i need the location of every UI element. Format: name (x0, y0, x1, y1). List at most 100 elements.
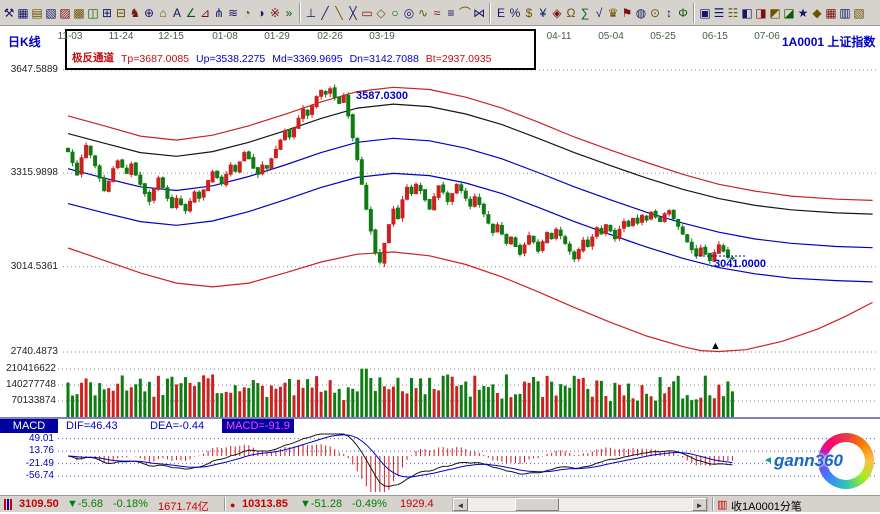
macd-dea-value: DEA=-0.44 (150, 420, 205, 432)
scroll-right-button[interactable]: ► (692, 498, 707, 511)
channel-indicator-params: Tp=3687.0085 Up=3538.2275 Md=3369.9695 Dn=3… (121, 53, 491, 65)
toolbar-group-4: ▣ ☰ ☷ ◧ ◨ ◩ ◪ ★ ◆ ▦ ▥ ▧ (698, 3, 866, 23)
period-label[interactable]: 日K线 (8, 35, 41, 49)
crown-indicator-icon[interactable]: ♛ (607, 5, 619, 20)
peak-price-annotation: 3587.0300 (356, 90, 408, 102)
last-view-icon[interactable]: ▧ (853, 5, 865, 20)
half-right-icon[interactable]: ◨ (755, 5, 767, 20)
updown-indicator-icon[interactable]: ↕ (666, 5, 672, 20)
half-left-icon[interactable]: ◧ (741, 5, 753, 20)
add-window-icon[interactable]: ⊞ (101, 5, 113, 20)
area-chart-icon[interactable]: ▧ (45, 5, 57, 20)
approx-tool-icon[interactable]: ≈ (433, 5, 441, 20)
axis-label: 70133874 (11, 395, 57, 407)
axis-label: 13.76 (28, 445, 54, 457)
panel-view-icon[interactable]: ▣ (699, 5, 711, 20)
sum-indicator-icon[interactable]: ∑ (580, 5, 590, 20)
gem-indicator-icon[interactable]: ◈ (552, 5, 562, 20)
scroll-left-button[interactable]: ◄ (453, 498, 468, 511)
sh-index-amount: 1671.74亿 (158, 501, 209, 513)
sz-index-icon: ● (230, 500, 236, 510)
chart-canvas[interactable] (0, 0, 880, 495)
trigram-heaven-icon[interactable]: ☰ (713, 5, 725, 20)
circle-marker-tool-icon[interactable]: ◎ (403, 5, 415, 20)
diamond-view-icon[interactable]: ◆ (812, 5, 822, 20)
dark-horse-icon[interactable]: ♞ (129, 5, 141, 20)
index-kline-icon (4, 499, 14, 510)
book-view-icon[interactable]: ▥ (839, 5, 851, 20)
vertical-line-tool-icon[interactable]: ⊥ (305, 5, 317, 20)
sine-tool-icon[interactable]: ∿ (417, 5, 429, 20)
arc-tool-icon[interactable]: ⌒ (458, 5, 471, 20)
hammer-tool-icon[interactable]: ⚒ (3, 5, 15, 20)
target-tool-icon[interactable]: ⊕ (143, 5, 155, 20)
close-window-icon[interactable]: ⊟ (115, 5, 127, 20)
channel-param: Dn=3142.7088 (349, 53, 419, 65)
date-label: 01-08 (212, 31, 238, 42)
phi-indicator-icon[interactable]: Φ (678, 5, 688, 20)
yen-indicator-icon[interactable]: ¥ (539, 5, 547, 20)
scrollbar-thumb[interactable] (515, 498, 559, 511)
date-label: 11-03 (57, 31, 83, 42)
wave-tool-icon[interactable]: ≋ (227, 5, 239, 20)
logo-arrow-icon: ◄ (763, 455, 773, 466)
ellipse-tool-icon[interactable]: ○ (391, 5, 399, 20)
triangle-tool-icon[interactable]: ⊿ (199, 5, 211, 20)
candle-chart-icon[interactable]: ▩ (73, 5, 85, 20)
toolbar-separator (693, 2, 695, 23)
moon-tool-icon[interactable]: ◑ (257, 5, 265, 20)
date-label: 07-06 (754, 31, 780, 42)
gann360-logo: ◄ gann360 (763, 430, 878, 492)
star-tool-icon[interactable]: ※ (269, 5, 281, 20)
date-label: 11-24 (108, 31, 134, 42)
drawing-toolbar: ⚒ ▦ ▤ ▧ ▨ ▩ ◫ ⊞ ⊟ ♞ ⊕ ⌂ A ∠ ⊿ ⋔ ≋ ◔ ◑ ※» ⊥ ╱ ╲ ╳ ▭ ◇ ○ ◎ ∿ ≈ ≡ ⌒ ⋈ E% $ ¥ ◈ Ω… (0, 0, 880, 26)
toolbar-group-1: ⚒ ▦ ▤ ▧ ▨ ▩ ◫ ⊞ ⊟ ♞ ⊕ ⌂ A ∠ ⊿ ⋔ ≋ ◔ ◑ ※ » (2, 3, 296, 23)
cycle-tool-icon[interactable]: ◔ (243, 5, 251, 20)
half-top-icon[interactable]: ◩ (769, 5, 781, 20)
text-tool-icon[interactable]: A (172, 5, 181, 20)
dollar-indicator-icon[interactable]: $ (525, 5, 533, 20)
pitchfork-tool-icon[interactable]: ⋔ (213, 5, 225, 20)
compare-chart-icon[interactable]: ▤ (31, 5, 43, 20)
diamond-tool-icon[interactable]: ◇ (376, 5, 386, 20)
rect-tool-icon[interactable]: ▭ (361, 5, 373, 20)
cross-line-tool-icon[interactable]: ╳ (349, 5, 357, 20)
expma-indicator-icon[interactable]: E (496, 5, 505, 20)
up-line-tool-icon[interactable]: ╱ (321, 5, 329, 20)
split-window-icon[interactable]: ◫ (87, 5, 99, 20)
angle-tool-icon[interactable]: ∠ (185, 5, 197, 20)
down-line-tool-icon[interactable]: ╲ (335, 5, 343, 20)
home-view-icon[interactable]: ⌂ (159, 5, 167, 20)
sh-index-price[interactable]: 3109.50 (19, 498, 59, 510)
parallel-tool-icon[interactable]: ≡ (447, 5, 455, 20)
toolbar-group-2: ⊥ ╱ ╲ ╳ ▭ ◇ ○ ◎ ∿ ≈ ≡ ⌒ ⋈ (304, 3, 486, 23)
trigram-earth-icon[interactable]: ☷ (727, 5, 739, 20)
logo-text: gann360 (774, 451, 843, 470)
axis-label: 210416622 (5, 363, 56, 375)
more-tools-icon[interactable]: » (285, 5, 293, 20)
percent-indicator-icon[interactable]: % (509, 5, 521, 20)
favorite-icon[interactable]: ★ (797, 5, 809, 20)
macd-indicator-button[interactable]: MACD (0, 419, 58, 433)
omega-indicator-icon[interactable]: Ω (566, 5, 576, 20)
channel-indicator-box[interactable]: 极反通道 Tp=3687.0085 Up=3538.2275 Md=3369.969… (65, 29, 536, 70)
date-label: 06-15 (702, 31, 728, 42)
symbol-header[interactable]: 1A0001 上证指数 (782, 35, 876, 49)
disc-indicator-icon[interactable]: ◍ (635, 5, 647, 20)
half-bottom-icon[interactable]: ◪ (783, 5, 795, 20)
axis-label: 3315.9898 (10, 167, 58, 179)
flag-indicator-icon[interactable]: ⚑ (621, 5, 633, 20)
link-tool-icon[interactable]: ⋈ (473, 5, 485, 20)
tick-view-label[interactable]: 收1A0001分笔 (731, 501, 802, 513)
last-price-annotation: 3041.0000 (714, 258, 766, 270)
dot-circle-indicator-icon[interactable]: ⊙ (649, 5, 661, 20)
date-label: 04-11 (546, 31, 572, 42)
axis-label: 3647.5889 (10, 64, 58, 75)
sqrt-indicator-icon[interactable]: √ (595, 5, 603, 20)
grid-chart-icon[interactable]: ▦ (17, 5, 29, 20)
horizontal-scrollbar[interactable]: ◄ ► (452, 497, 708, 512)
window-view-icon[interactable]: ▦ (825, 5, 837, 20)
sz-index-price[interactable]: 10313.85 (242, 498, 288, 510)
bar-chart-icon[interactable]: ▨ (59, 5, 71, 20)
